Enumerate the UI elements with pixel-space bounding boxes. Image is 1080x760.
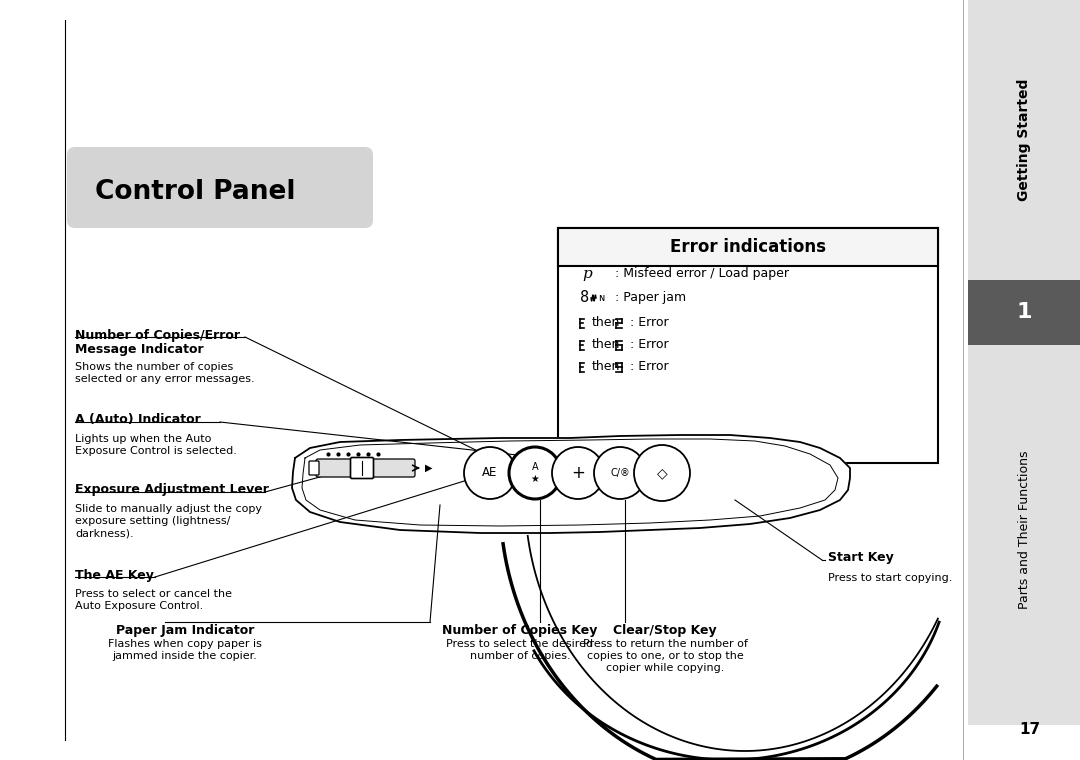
Text: : Misfeed error / Load paper: : Misfeed error / Load paper bbox=[615, 268, 789, 280]
Text: Press to select the desired: Press to select the desired bbox=[446, 639, 594, 649]
Text: jammed inside the copier.: jammed inside the copier. bbox=[112, 651, 257, 661]
Text: selected or any error messages.: selected or any error messages. bbox=[75, 374, 255, 384]
Text: A
★: A ★ bbox=[530, 462, 539, 484]
Text: Parts and Their Functions: Parts and Their Functions bbox=[1017, 451, 1030, 610]
Polygon shape bbox=[292, 435, 850, 533]
Text: +: + bbox=[571, 464, 585, 482]
Text: Number of Copies Key: Number of Copies Key bbox=[443, 624, 597, 637]
Text: then: then bbox=[592, 338, 620, 351]
Circle shape bbox=[594, 447, 646, 499]
Text: Clear/Stop Key: Clear/Stop Key bbox=[613, 624, 717, 637]
Text: then: then bbox=[592, 316, 620, 330]
Text: Press to select or cancel the: Press to select or cancel the bbox=[75, 589, 232, 599]
Text: copies to one, or to stop the: copies to one, or to stop the bbox=[586, 651, 743, 661]
Text: Press to return the number of: Press to return the number of bbox=[582, 639, 747, 649]
Text: : Error: : Error bbox=[630, 316, 669, 330]
Text: Exposure Control is selected.: Exposure Control is selected. bbox=[75, 446, 237, 456]
Text: Shows the number of copies: Shows the number of copies bbox=[75, 362, 233, 372]
Text: then: then bbox=[592, 360, 620, 373]
Bar bbox=[558, 228, 939, 266]
Text: darkness).: darkness). bbox=[75, 528, 134, 538]
Text: ◇: ◇ bbox=[657, 466, 667, 480]
Text: Flashes when copy paper is: Flashes when copy paper is bbox=[108, 639, 262, 649]
Bar bbox=[968, 280, 1080, 345]
Text: 1: 1 bbox=[1016, 302, 1031, 322]
Text: The AE Key: The AE Key bbox=[75, 568, 153, 581]
Text: 17: 17 bbox=[1020, 723, 1040, 737]
Text: C/®: C/® bbox=[610, 468, 630, 478]
Text: copier while copying.: copier while copying. bbox=[606, 663, 725, 673]
Circle shape bbox=[634, 445, 690, 501]
FancyBboxPatch shape bbox=[316, 459, 415, 477]
FancyBboxPatch shape bbox=[67, 147, 373, 228]
Text: : Error: : Error bbox=[630, 338, 669, 351]
Text: Control Panel: Control Panel bbox=[95, 179, 296, 205]
Text: Number of Copies/Error: Number of Copies/Error bbox=[75, 328, 240, 341]
Circle shape bbox=[552, 447, 604, 499]
Bar bbox=[968, 345, 1080, 725]
Text: AE: AE bbox=[483, 467, 498, 480]
Text: Press to start copying.: Press to start copying. bbox=[828, 573, 953, 583]
Text: ▶: ▶ bbox=[426, 463, 432, 473]
Text: ɴ: ɴ bbox=[598, 293, 604, 303]
Text: Message Indicator: Message Indicator bbox=[75, 343, 204, 356]
Text: : Paper jam: : Paper jam bbox=[615, 292, 686, 305]
Text: Slide to manually adjust the copy: Slide to manually adjust the copy bbox=[75, 504, 262, 514]
Bar bbox=[968, 0, 1080, 280]
Bar bbox=[558, 228, 939, 463]
Circle shape bbox=[509, 447, 561, 499]
Text: 8: 8 bbox=[580, 290, 589, 306]
FancyBboxPatch shape bbox=[351, 458, 374, 479]
Text: Paper Jam Indicator: Paper Jam Indicator bbox=[116, 624, 254, 637]
Text: p: p bbox=[582, 267, 592, 281]
Text: Lights up when the Auto: Lights up when the Auto bbox=[75, 434, 212, 444]
Text: exposure setting (lightness/: exposure setting (lightness/ bbox=[75, 516, 230, 526]
Circle shape bbox=[464, 447, 516, 499]
Text: number of copies.: number of copies. bbox=[470, 651, 570, 661]
Text: Getting Started: Getting Started bbox=[1017, 79, 1031, 201]
FancyBboxPatch shape bbox=[309, 461, 319, 475]
Text: : Error: : Error bbox=[630, 360, 669, 373]
Text: Exposure Adjustment Lever: Exposure Adjustment Lever bbox=[75, 483, 269, 496]
Text: Auto Exposure Control.: Auto Exposure Control. bbox=[75, 601, 203, 611]
Text: A (Auto) Indicator: A (Auto) Indicator bbox=[75, 413, 201, 426]
Text: Error indications: Error indications bbox=[670, 238, 826, 256]
Text: Start Key: Start Key bbox=[828, 552, 894, 565]
